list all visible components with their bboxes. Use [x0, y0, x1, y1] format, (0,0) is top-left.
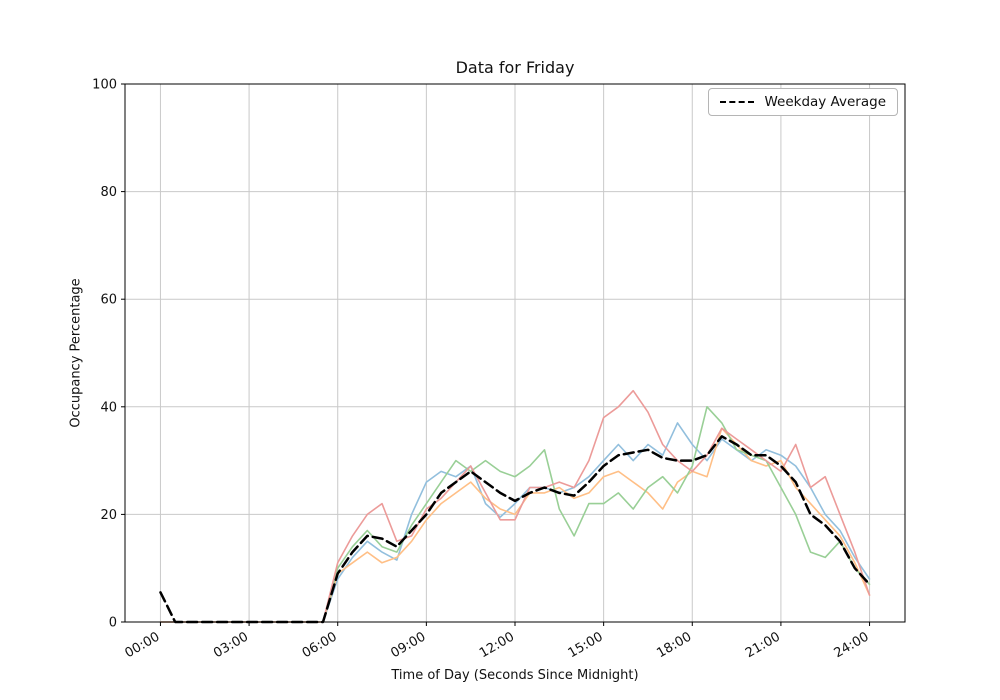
axis-ticks: 00:00 03:00 06:00 09:00 12:00 15:00 18:00 21:00… [92, 78, 871, 662]
legend: Weekday Average [708, 88, 898, 116]
x-tick-label: 18:00 [654, 629, 694, 661]
x-tick-label: 12:00 [477, 629, 517, 661]
y-axis-label: Occupancy Percentage [68, 278, 84, 428]
y-tick-label: 40 [100, 400, 117, 415]
x-tick-label: 06:00 [300, 629, 340, 661]
legend-label: Weekday Average [764, 94, 886, 110]
y-tick-label: 80 [100, 185, 117, 200]
y-tick-label: 60 [100, 293, 117, 308]
grid-lines [125, 83, 905, 623]
x-tick-label: 09:00 [388, 629, 428, 661]
x-tick-label: 00:00 [123, 629, 163, 661]
chart-title: Data for Friday [455, 58, 575, 77]
x-tick-label: 15:00 [566, 629, 606, 661]
y-tick-label: 0 [109, 616, 117, 631]
legend-dashed-line-icon [720, 101, 755, 103]
x-tick-label: 03:00 [211, 629, 251, 661]
x-axis-label: Time of Day (Seconds Since Midnight) [391, 668, 639, 683]
x-tick-label: 21:00 [743, 629, 783, 661]
y-tick-label: 100 [92, 78, 117, 93]
y-tick-label: 20 [100, 508, 117, 523]
x-tick-label: 24:00 [832, 629, 872, 661]
